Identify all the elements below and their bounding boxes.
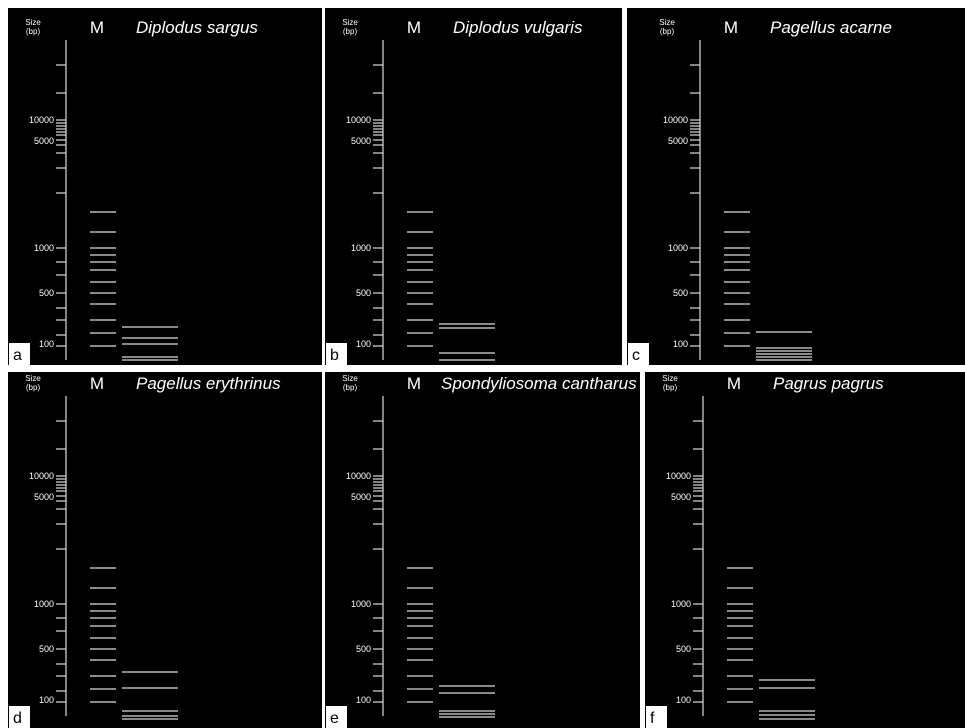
marker-label: M xyxy=(90,18,104,37)
size-label: 1000 xyxy=(34,243,54,253)
size-label: 1000 xyxy=(671,599,691,609)
size-label: 500 xyxy=(676,644,691,654)
panel xyxy=(8,372,322,728)
size-title: (bp) xyxy=(343,27,358,36)
panel-title: Spondyliosoma cantharus xyxy=(441,374,637,393)
size-label: 5000 xyxy=(351,492,371,502)
size-title: Size xyxy=(659,18,675,27)
panel xyxy=(645,372,965,728)
size-label: 10000 xyxy=(346,471,371,481)
size-title: Size xyxy=(342,18,358,27)
size-label: 10000 xyxy=(666,471,691,481)
marker-label: M xyxy=(407,374,421,393)
panel xyxy=(627,8,965,365)
size-title: Size xyxy=(25,18,41,27)
size-label: 500 xyxy=(39,644,54,654)
marker-label: M xyxy=(727,374,741,393)
marker-label: M xyxy=(407,18,421,37)
panel-title: Pagrus pagrus xyxy=(773,374,884,393)
size-label: 100 xyxy=(39,339,54,349)
size-label: 5000 xyxy=(351,136,371,146)
panel xyxy=(325,8,622,365)
size-label: 500 xyxy=(39,288,54,298)
panel-letter: f xyxy=(650,710,655,727)
size-title: Size xyxy=(25,374,41,383)
size-label: 1000 xyxy=(34,599,54,609)
size-label: 100 xyxy=(676,695,691,705)
panel-letter: e xyxy=(330,710,339,727)
size-label: 5000 xyxy=(34,492,54,502)
marker-label: M xyxy=(90,374,104,393)
size-label: 5000 xyxy=(668,136,688,146)
size-label: 10000 xyxy=(346,115,371,125)
size-title: Size xyxy=(342,374,358,383)
size-label: 100 xyxy=(356,695,371,705)
panel-letter: c xyxy=(632,347,640,364)
size-label: 500 xyxy=(356,644,371,654)
size-label: 10000 xyxy=(29,115,54,125)
panel-title: Diplodus sargus xyxy=(136,18,258,37)
size-label: 1000 xyxy=(351,599,371,609)
size-title: (bp) xyxy=(343,383,358,392)
size-label: 100 xyxy=(39,695,54,705)
size-title: (bp) xyxy=(663,383,678,392)
panel xyxy=(325,372,640,728)
size-title: (bp) xyxy=(660,27,675,36)
marker-label: M xyxy=(724,18,738,37)
panel-letter: d xyxy=(13,710,22,727)
size-label: 1000 xyxy=(668,243,688,253)
size-label: 100 xyxy=(356,339,371,349)
size-title: (bp) xyxy=(26,383,41,392)
size-label: 500 xyxy=(356,288,371,298)
size-label: 10000 xyxy=(663,115,688,125)
size-label: 5000 xyxy=(671,492,691,502)
size-label: 500 xyxy=(673,288,688,298)
size-title: Size xyxy=(662,374,678,383)
size-label: 1000 xyxy=(351,243,371,253)
panel-title: Pagellus erythrinus xyxy=(136,374,281,393)
panel-title: Pagellus acarne xyxy=(770,18,892,37)
size-label: 100 xyxy=(673,339,688,349)
size-title: (bp) xyxy=(26,27,41,36)
panel xyxy=(8,8,322,365)
figure: Size(bp)MDiplodus sargus1000050001000500… xyxy=(0,0,965,728)
panel-letter: a xyxy=(13,347,22,364)
size-label: 5000 xyxy=(34,136,54,146)
panel-title: Diplodus vulgaris xyxy=(453,18,583,37)
panel-letter: b xyxy=(330,347,339,364)
size-label: 10000 xyxy=(29,471,54,481)
